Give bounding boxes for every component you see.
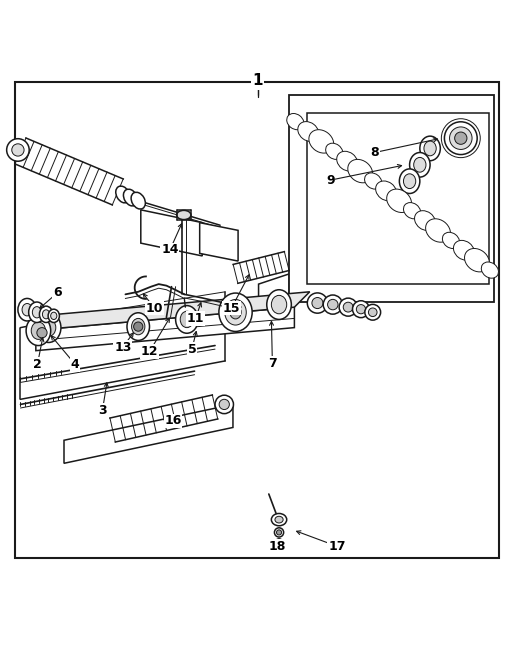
Text: 3: 3 bbox=[98, 404, 106, 417]
Ellipse shape bbox=[219, 293, 252, 332]
Ellipse shape bbox=[343, 303, 353, 312]
Ellipse shape bbox=[116, 186, 130, 203]
Circle shape bbox=[12, 144, 24, 156]
Text: 1: 1 bbox=[252, 74, 263, 88]
Ellipse shape bbox=[424, 141, 436, 156]
Ellipse shape bbox=[271, 513, 287, 526]
Ellipse shape bbox=[26, 316, 51, 346]
Ellipse shape bbox=[225, 299, 246, 325]
Ellipse shape bbox=[131, 192, 145, 209]
Ellipse shape bbox=[410, 152, 430, 177]
Ellipse shape bbox=[403, 203, 421, 219]
Ellipse shape bbox=[18, 299, 36, 321]
Ellipse shape bbox=[337, 152, 358, 171]
Ellipse shape bbox=[177, 210, 191, 219]
Ellipse shape bbox=[403, 174, 416, 188]
Text: 9: 9 bbox=[326, 174, 334, 186]
Ellipse shape bbox=[39, 306, 53, 322]
Polygon shape bbox=[64, 404, 233, 463]
Circle shape bbox=[219, 399, 229, 410]
Ellipse shape bbox=[414, 157, 426, 172]
Text: 11: 11 bbox=[187, 312, 204, 325]
Ellipse shape bbox=[442, 232, 460, 248]
Polygon shape bbox=[259, 274, 289, 317]
Ellipse shape bbox=[51, 312, 57, 319]
Ellipse shape bbox=[271, 295, 287, 314]
Text: 12: 12 bbox=[141, 345, 158, 358]
Ellipse shape bbox=[481, 262, 499, 278]
Ellipse shape bbox=[376, 181, 397, 201]
Circle shape bbox=[134, 322, 143, 331]
Ellipse shape bbox=[454, 241, 475, 260]
Text: 13: 13 bbox=[114, 341, 132, 353]
Ellipse shape bbox=[276, 530, 282, 535]
Ellipse shape bbox=[326, 143, 343, 159]
Ellipse shape bbox=[365, 304, 380, 320]
Ellipse shape bbox=[348, 159, 373, 183]
Text: 15: 15 bbox=[223, 302, 240, 315]
Ellipse shape bbox=[267, 290, 291, 319]
Text: 6: 6 bbox=[53, 286, 61, 299]
Ellipse shape bbox=[48, 309, 59, 322]
Text: 10: 10 bbox=[146, 302, 163, 315]
Ellipse shape bbox=[32, 306, 41, 318]
Circle shape bbox=[37, 328, 47, 338]
Circle shape bbox=[455, 132, 467, 144]
Ellipse shape bbox=[464, 248, 489, 272]
Ellipse shape bbox=[36, 313, 61, 342]
Ellipse shape bbox=[352, 301, 369, 317]
Text: 18: 18 bbox=[269, 540, 286, 553]
Ellipse shape bbox=[275, 516, 283, 523]
Ellipse shape bbox=[180, 312, 194, 328]
Ellipse shape bbox=[29, 302, 45, 322]
Polygon shape bbox=[36, 292, 310, 330]
Ellipse shape bbox=[387, 189, 412, 212]
Ellipse shape bbox=[287, 114, 304, 130]
Bar bbox=[307, 113, 489, 284]
Ellipse shape bbox=[309, 130, 334, 153]
Ellipse shape bbox=[123, 189, 138, 206]
Text: 8: 8 bbox=[371, 146, 379, 159]
Circle shape bbox=[444, 122, 477, 155]
Text: 5: 5 bbox=[187, 342, 197, 355]
Ellipse shape bbox=[307, 293, 328, 313]
Ellipse shape bbox=[31, 322, 46, 339]
Circle shape bbox=[215, 395, 233, 413]
Ellipse shape bbox=[22, 304, 32, 316]
Text: 17: 17 bbox=[328, 540, 346, 553]
Ellipse shape bbox=[127, 313, 150, 341]
Text: 2: 2 bbox=[33, 358, 42, 371]
Text: 14: 14 bbox=[161, 243, 179, 256]
Bar bbox=[289, 95, 494, 302]
Circle shape bbox=[450, 127, 472, 150]
Ellipse shape bbox=[312, 297, 323, 308]
Ellipse shape bbox=[42, 310, 50, 319]
Text: 4: 4 bbox=[71, 358, 80, 371]
Ellipse shape bbox=[415, 211, 436, 230]
Ellipse shape bbox=[365, 173, 382, 189]
Text: 7: 7 bbox=[268, 357, 277, 370]
Ellipse shape bbox=[399, 169, 420, 194]
Ellipse shape bbox=[323, 295, 343, 314]
Ellipse shape bbox=[132, 319, 145, 335]
Ellipse shape bbox=[41, 319, 56, 336]
Polygon shape bbox=[36, 307, 294, 351]
Ellipse shape bbox=[298, 122, 319, 141]
Circle shape bbox=[7, 139, 29, 161]
Ellipse shape bbox=[356, 304, 366, 314]
Ellipse shape bbox=[176, 306, 198, 333]
Text: 16: 16 bbox=[164, 414, 182, 427]
Polygon shape bbox=[141, 210, 202, 256]
Circle shape bbox=[275, 539, 283, 547]
Polygon shape bbox=[200, 223, 238, 261]
Ellipse shape bbox=[369, 308, 377, 317]
Text: 1: 1 bbox=[252, 74, 263, 88]
Ellipse shape bbox=[425, 219, 451, 242]
Ellipse shape bbox=[230, 306, 241, 319]
Ellipse shape bbox=[328, 299, 338, 310]
Circle shape bbox=[280, 542, 285, 548]
Ellipse shape bbox=[274, 528, 284, 537]
Ellipse shape bbox=[339, 298, 357, 316]
Ellipse shape bbox=[420, 136, 440, 161]
